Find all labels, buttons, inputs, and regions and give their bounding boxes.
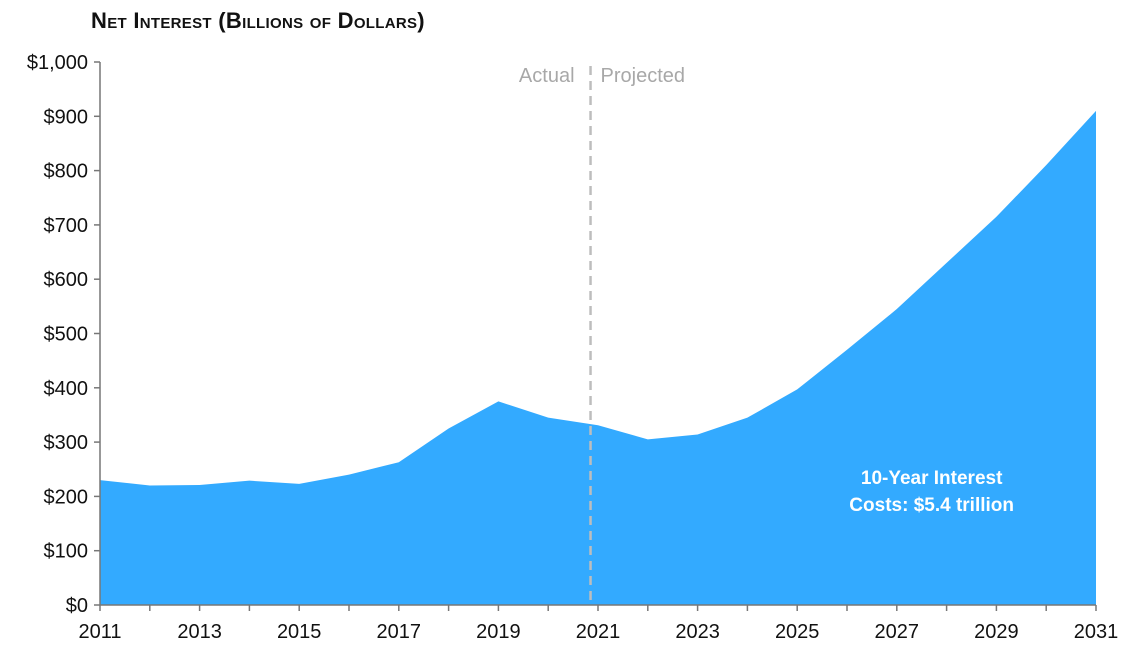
x-tick-label: 2027 bbox=[875, 621, 920, 643]
data-point-2021 bbox=[595, 422, 601, 428]
data-point-2028 bbox=[944, 260, 950, 266]
data-point-2018 bbox=[446, 426, 452, 432]
y-tick-label: $800 bbox=[44, 161, 89, 183]
data-point-2015 bbox=[296, 481, 302, 487]
y-tick-label: $200 bbox=[44, 486, 89, 508]
y-tick-label: $400 bbox=[44, 378, 89, 400]
y-tick-label: $300 bbox=[44, 432, 89, 454]
x-tick-label: 2031 bbox=[1074, 621, 1119, 643]
y-tick-label: $500 bbox=[44, 324, 89, 346]
y-tick-label: $100 bbox=[44, 541, 89, 563]
annotation-line-1: 10-Year Interest bbox=[861, 468, 1003, 489]
data-point-2025 bbox=[794, 386, 800, 392]
y-tick-label: $600 bbox=[44, 269, 89, 291]
net-interest-area bbox=[100, 110, 1096, 606]
data-point-2013 bbox=[197, 482, 203, 488]
data-point-2031 bbox=[1093, 108, 1099, 114]
data-point-2027 bbox=[894, 306, 900, 312]
actual-label: Actual bbox=[519, 65, 575, 87]
x-tick-label: 2017 bbox=[377, 621, 422, 643]
y-tick-label: $700 bbox=[44, 215, 89, 237]
annotation-line-2: Costs: $5.4 trillion bbox=[849, 495, 1014, 516]
data-point-2012 bbox=[147, 483, 153, 489]
x-tick-label: 2025 bbox=[775, 621, 820, 643]
x-tick-label: 2021 bbox=[576, 621, 621, 643]
data-point-2023 bbox=[695, 432, 701, 438]
x-tick-label: 2023 bbox=[675, 621, 720, 643]
y-tick-label: $900 bbox=[44, 106, 89, 128]
data-point-2024 bbox=[744, 415, 750, 421]
data-point-2019 bbox=[495, 398, 501, 404]
data-point-2016 bbox=[346, 472, 352, 478]
data-point-2017 bbox=[396, 459, 402, 465]
x-tick-label: 2019 bbox=[476, 621, 521, 643]
y-tick-label: $1,000 bbox=[27, 52, 88, 74]
data-point-2030 bbox=[1043, 162, 1049, 168]
x-tick-label: 2015 bbox=[277, 621, 322, 643]
data-point-2022 bbox=[645, 436, 651, 442]
data-point-2026 bbox=[844, 347, 850, 353]
x-tick-label: 2011 bbox=[78, 621, 121, 643]
projected-label: Projected bbox=[601, 65, 686, 87]
x-tick-label: 2013 bbox=[177, 621, 222, 643]
data-point-2020 bbox=[545, 415, 551, 421]
data-point-2014 bbox=[246, 478, 252, 484]
y-tick-label: $0 bbox=[66, 595, 88, 617]
chart-title: Net Interest (Billions of Dollars) bbox=[91, 8, 425, 33]
data-point-2029 bbox=[993, 214, 999, 220]
x-tick-label: 2029 bbox=[974, 621, 1019, 643]
